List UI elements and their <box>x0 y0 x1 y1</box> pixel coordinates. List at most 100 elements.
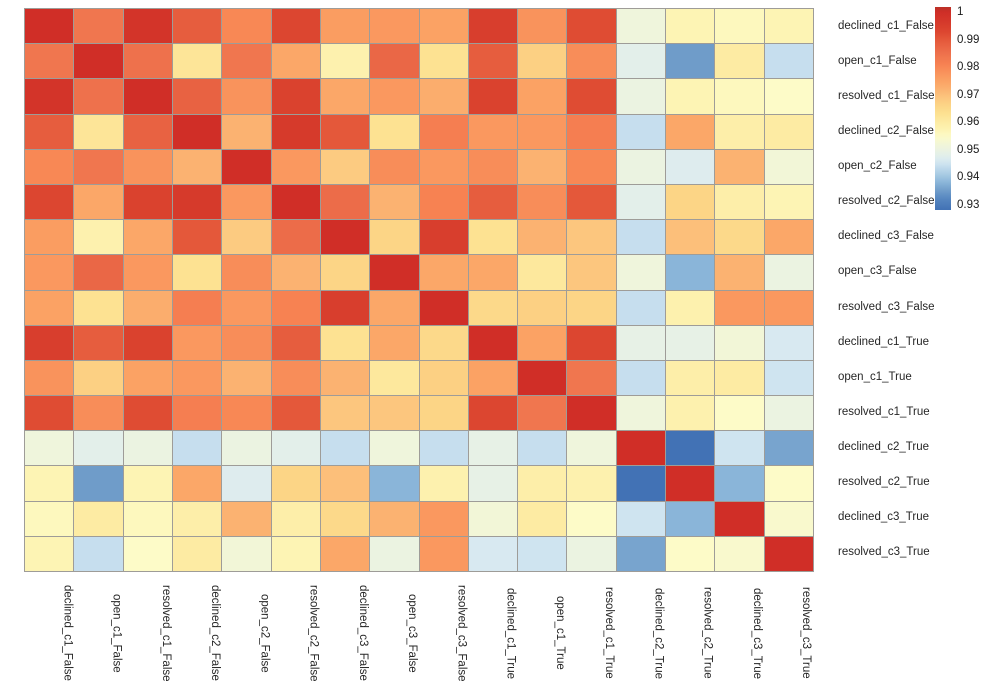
y-tick-label: open_c2_False <box>838 160 917 173</box>
heatmap-cell <box>222 149 271 184</box>
heatmap-cell <box>468 220 518 255</box>
colorbar-tick-label: 0.93 <box>957 198 980 211</box>
heatmap-cell <box>271 290 320 325</box>
heatmap-cell <box>468 184 518 220</box>
heatmap-cell <box>616 325 666 360</box>
heatmap-cell <box>567 184 616 220</box>
heatmap-cell <box>715 431 764 466</box>
heatmap-cell <box>518 114 567 149</box>
heatmap-cell <box>666 431 715 466</box>
heatmap-cell <box>25 44 74 79</box>
heatmap-cell <box>666 466 715 501</box>
heatmap-cell <box>123 220 172 255</box>
x-tick-label: declined_c3_False <box>356 585 369 681</box>
heatmap-cell <box>468 360 518 396</box>
heatmap-cell <box>25 9 74 44</box>
heatmap-cell <box>518 9 567 44</box>
heatmap-cell <box>370 536 419 571</box>
heatmap-cell <box>123 396 172 431</box>
colorbar-tick-label: 0.95 <box>957 143 980 156</box>
heatmap-cell <box>222 466 271 501</box>
heatmap-cell <box>616 44 666 79</box>
heatmap-cell <box>616 184 666 220</box>
heatmap-cell <box>419 536 468 571</box>
x-tick-label: declined_c2_False <box>209 585 221 681</box>
y-tick-label: resolved_c3_False <box>838 300 935 313</box>
heatmap-cell <box>715 325 764 360</box>
heatmap-cell <box>666 536 715 571</box>
heatmap-cell <box>518 396 567 431</box>
heatmap-cell <box>764 501 813 536</box>
heatmap-cell <box>222 290 271 325</box>
heatmap-cell <box>666 220 715 255</box>
heatmap-cell <box>616 114 666 149</box>
heatmap-cell <box>715 466 764 501</box>
y-tick-label: resolved_c1_True <box>838 405 930 418</box>
heatmap-cell <box>419 114 468 149</box>
y-tick-label: declined_c2_False <box>838 124 934 137</box>
heatmap-cell <box>172 255 222 290</box>
heatmap-cell <box>320 79 370 114</box>
heatmap-cell <box>715 536 764 571</box>
heatmap-cell <box>666 360 715 396</box>
y-tick-label: open_c1_True <box>838 370 912 383</box>
heatmap-cell <box>123 255 172 290</box>
heatmap-cell <box>370 396 419 431</box>
heatmap-cell <box>715 396 764 431</box>
heatmap-cell <box>764 466 813 501</box>
heatmap-cell <box>320 431 370 466</box>
heatmap-cell <box>419 255 468 290</box>
heatmap-cell <box>222 44 271 79</box>
y-tick-label: declined_c3_False <box>838 230 934 243</box>
heatmap-cell <box>518 79 567 114</box>
heatmap-cell <box>616 396 666 431</box>
x-tick-label: resolved_c2_True <box>701 587 714 679</box>
heatmap-cell <box>320 536 370 571</box>
heatmap-cell <box>172 396 222 431</box>
heatmap-cell <box>419 466 468 501</box>
heatmap-cell <box>567 44 616 79</box>
heatmap-cell <box>666 79 715 114</box>
heatmap-cell <box>419 220 468 255</box>
heatmap-cell <box>518 184 567 220</box>
heatmap-cell <box>764 114 813 149</box>
heatmap-cell <box>419 501 468 536</box>
heatmap-cell <box>370 9 419 44</box>
heatmap-cell <box>74 255 123 290</box>
heatmap-cell <box>271 466 320 501</box>
y-tick-label: open_c1_False <box>838 54 917 67</box>
colorbar: 1 0.99 0.98 0.97 0.96 0.95 0.94 0.93 <box>935 6 984 217</box>
heatmap-cell <box>25 536 74 571</box>
heatmap-cell <box>74 220 123 255</box>
heatmap-cell <box>74 149 123 184</box>
x-tick-label: resolved_c1_True <box>603 587 615 679</box>
heatmap-cell <box>222 325 271 360</box>
heatmap-cell <box>567 114 616 149</box>
heatmap-cell <box>518 220 567 255</box>
heatmap-cell <box>320 466 370 501</box>
heatmap-cell <box>271 220 320 255</box>
heatmap-cell <box>715 114 764 149</box>
heatmap-cell <box>172 9 222 44</box>
heatmap-cell <box>320 220 370 255</box>
heatmap-cell <box>715 79 764 114</box>
x-tick-label: declined_c1_False <box>61 585 74 681</box>
heatmap-cell <box>370 114 419 149</box>
heatmap-cell <box>320 255 370 290</box>
heatmap-cell <box>370 220 419 255</box>
heatmap-cell <box>419 360 468 396</box>
colorbar-tick-label: 0.94 <box>957 171 980 184</box>
heatmap-cell <box>764 149 813 184</box>
heatmap-cell <box>468 255 518 290</box>
heatmap-cell <box>468 44 518 79</box>
heatmap-cell <box>25 255 74 290</box>
heatmap-cell <box>370 79 419 114</box>
heatmap-cell <box>715 184 764 220</box>
colorbar-gradient <box>935 7 951 210</box>
heatmap-cell <box>666 290 715 325</box>
heatmap-cell <box>123 9 172 44</box>
heatmap-cell <box>271 501 320 536</box>
heatmap-cell <box>567 501 616 536</box>
heatmap-cell <box>74 114 123 149</box>
heatmap-cell <box>25 396 74 431</box>
